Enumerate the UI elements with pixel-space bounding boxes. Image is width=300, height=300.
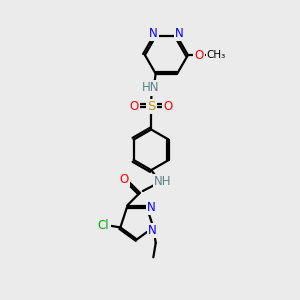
Text: N: N bbox=[148, 224, 157, 237]
Text: N: N bbox=[175, 27, 184, 40]
Text: HN: HN bbox=[142, 82, 159, 94]
Text: S: S bbox=[147, 100, 155, 113]
Text: N: N bbox=[147, 201, 156, 214]
Text: N: N bbox=[149, 27, 158, 40]
Text: Cl: Cl bbox=[98, 218, 109, 232]
Text: NH: NH bbox=[154, 175, 171, 188]
Text: O: O bbox=[163, 100, 172, 113]
Text: CH₃: CH₃ bbox=[207, 50, 226, 60]
Text: O: O bbox=[130, 100, 139, 113]
Text: O: O bbox=[120, 172, 129, 186]
Text: O: O bbox=[195, 49, 204, 62]
